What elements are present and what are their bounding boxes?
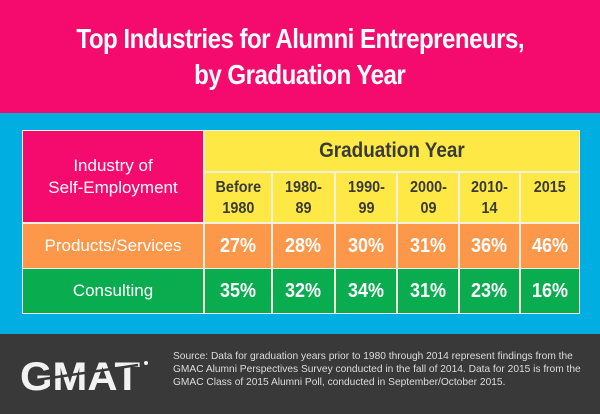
column-header: 1980- 89 [273, 173, 334, 222]
table-cell: 27% [205, 224, 271, 268]
column-header: 1990- 99 [336, 173, 396, 222]
column-header: Before 1980 [205, 173, 271, 222]
row-label-consulting: Consulting [23, 269, 203, 313]
table-cell: 31% [398, 269, 458, 313]
table-cell: 28% [273, 224, 334, 268]
industry-header-line-1: Industry of [73, 155, 153, 175]
table-cell: 36% [460, 224, 519, 268]
table-cell: 31% [398, 224, 458, 268]
footer: GMAT Source: Data for graduation years p… [0, 334, 600, 414]
row-label-products-services: Products/Services [23, 224, 203, 268]
source-note: Source: Data for graduation years prior … [173, 351, 581, 388]
industry-header-line-2: Self-Employment [48, 177, 178, 197]
table-cell: 30% [336, 224, 396, 268]
table-cell: 32% [273, 269, 334, 313]
table-cell: 46% [521, 224, 579, 268]
gmat-logo-icon: GMAT [20, 357, 148, 393]
title-line-2: by Graduation Year [194, 58, 406, 90]
svg-text:GMAT: GMAT [20, 357, 140, 393]
title-banner: Top Industries for Alumni Entrepreneurs,… [0, 0, 600, 113]
data-table: Industry of Self-Employment Graduation Y… [22, 130, 580, 314]
table-cell: 16% [521, 269, 579, 313]
table-cell: 34% [336, 269, 396, 313]
column-header: 2010- 14 [460, 173, 519, 222]
column-header: 2015 [521, 173, 579, 222]
table-cell: 35% [205, 269, 271, 313]
graduation-year-header: Graduation Year [205, 131, 579, 171]
column-header: 2000- 09 [398, 173, 458, 222]
table-cell: 23% [460, 269, 519, 313]
industry-header: Industry of Self-Employment [23, 131, 203, 222]
title-line-1: Top Industries for Alumni Entrepreneurs, [76, 22, 524, 54]
